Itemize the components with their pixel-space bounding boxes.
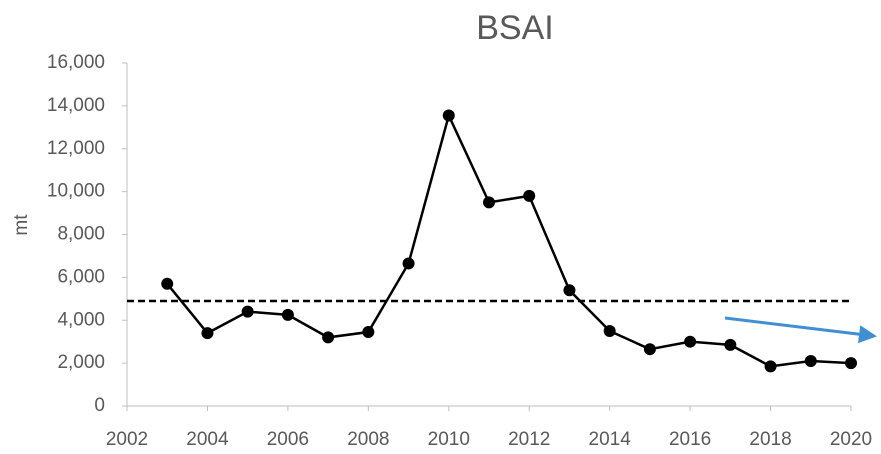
data-line [166, 111, 852, 368]
x-tick-label: 2014 [589, 429, 632, 450]
y-tick-label: 0 [94, 395, 105, 416]
x-tick-label: 2016 [669, 429, 711, 450]
data-point [201, 327, 214, 340]
x-tick-label: 2004 [186, 429, 229, 450]
y-tick-label: 6,000 [57, 266, 105, 287]
data-point [483, 196, 495, 209]
data-point [643, 343, 656, 356]
y-tick-label: 16,000 [47, 52, 105, 73]
data-point [241, 305, 254, 318]
y-tick-label: 10,000 [47, 181, 105, 202]
data-point [603, 324, 616, 337]
x-tick-label: 2020 [830, 429, 872, 450]
data-point [804, 354, 817, 367]
x-tick-label: 2002 [106, 429, 148, 450]
data-point [442, 109, 455, 122]
x-tick-label: 2006 [267, 429, 309, 450]
chart-title: BSAI [476, 9, 553, 47]
y-axis-label: mt [11, 214, 32, 236]
x-tick-label: 2012 [508, 429, 550, 450]
data-point [161, 277, 174, 290]
y-tick-label: 14,000 [47, 95, 105, 116]
data-point [362, 326, 375, 339]
trend-arrow [724, 316, 877, 344]
x-tick-label: 2008 [347, 429, 389, 450]
y-tick-label: 12,000 [47, 138, 105, 159]
data-point [764, 360, 777, 373]
x-tick-label: 2010 [428, 429, 470, 450]
y-tick-label: 4,000 [57, 309, 105, 330]
data-point [281, 308, 294, 321]
data-point [724, 338, 737, 351]
x-tick-label: 2018 [749, 429, 791, 450]
data-point [402, 257, 415, 270]
data-point [322, 331, 335, 344]
y-tick-label: 2,000 [57, 352, 105, 373]
y-tick-label: 8,000 [57, 224, 105, 245]
data-point [684, 335, 697, 348]
data-point [523, 189, 536, 202]
data-point [563, 284, 576, 297]
data-point [845, 357, 857, 370]
